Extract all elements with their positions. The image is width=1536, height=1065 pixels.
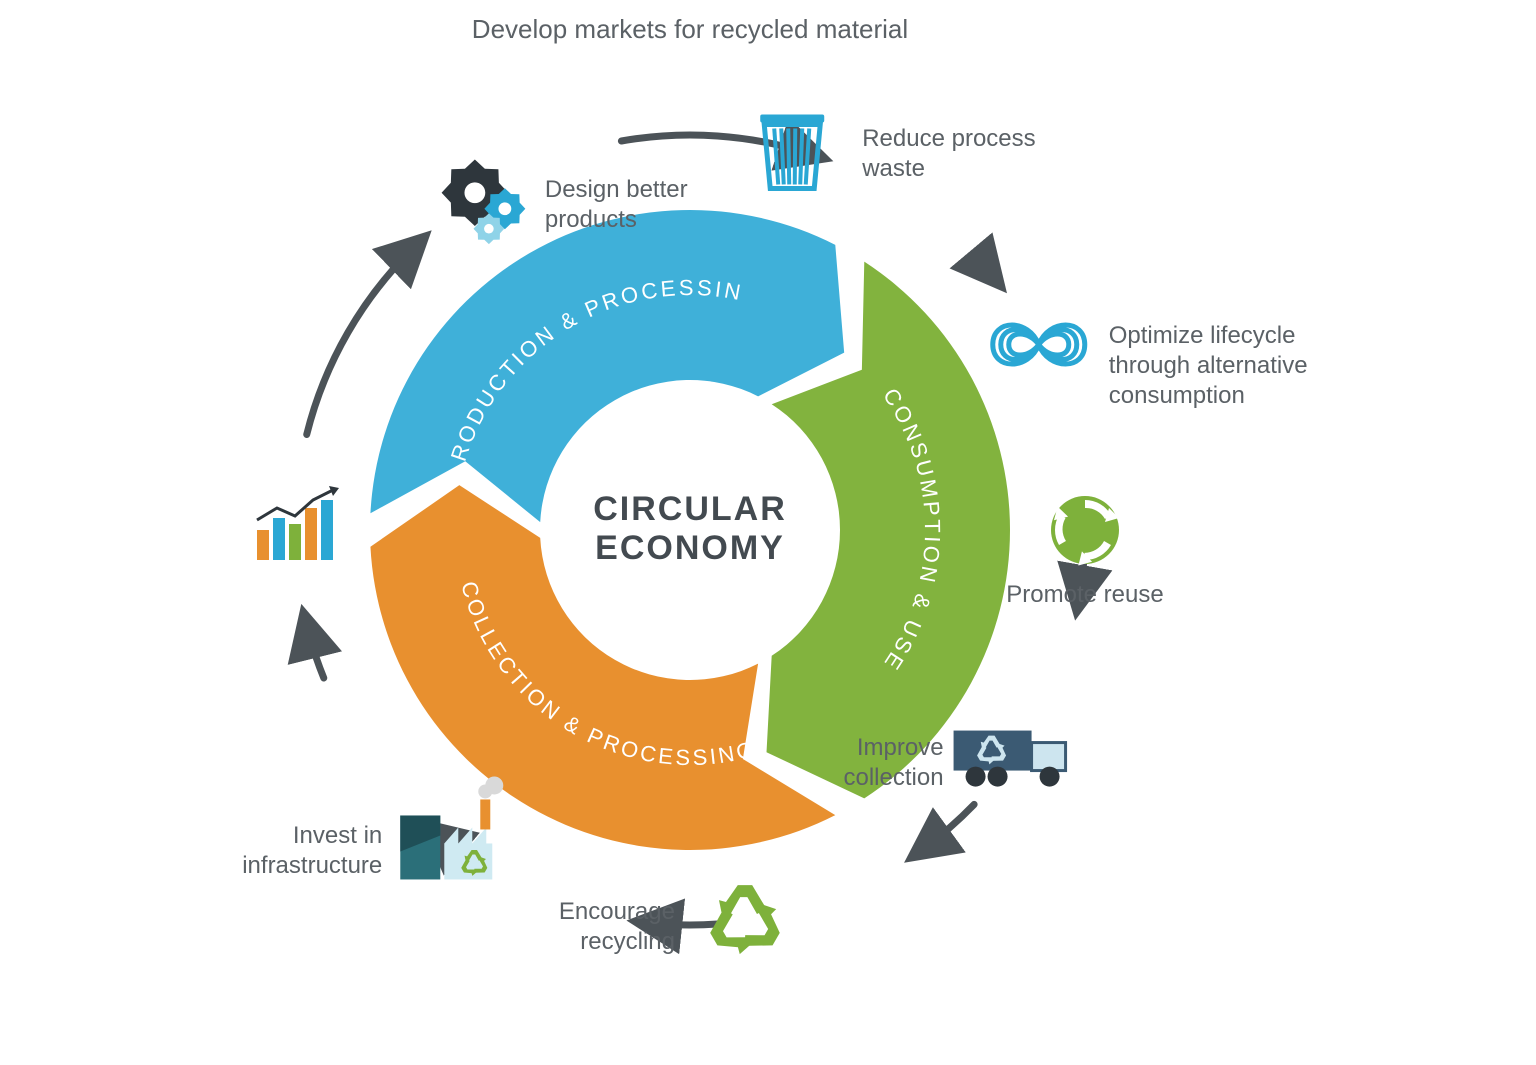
factory-icon <box>400 776 503 880</box>
label-waste: Reduce processwaste <box>862 124 1122 184</box>
cycle-arrows-icon <box>1042 496 1119 574</box>
diagram-stage: Develop markets for recycled material CO… <box>0 0 1536 1065</box>
label-invest: Invest ininfrastructure <box>122 821 382 881</box>
center-title-line1: CIRCULAR <box>593 490 787 528</box>
label-lifecycle: Optimize lifecyclethrough alternativecon… <box>1109 321 1369 411</box>
label-encourage: Encouragerecycling <box>415 897 675 957</box>
center-title-line2: ECONOMY <box>595 529 785 567</box>
label-design: Design betterproducts <box>545 175 805 235</box>
bar-chart-icon <box>257 486 339 560</box>
infinity-icon <box>993 325 1085 364</box>
label-reuse: Promote reuse <box>955 580 1215 610</box>
outer-arc <box>984 266 993 276</box>
gear-icon <box>442 159 526 244</box>
center-title: CIRCULAR ECONOMY <box>540 490 840 568</box>
truck-icon <box>954 731 1066 787</box>
outer-arc <box>922 804 974 849</box>
outer-arc <box>307 626 324 678</box>
label-improve: Improvecollection <box>684 733 944 793</box>
